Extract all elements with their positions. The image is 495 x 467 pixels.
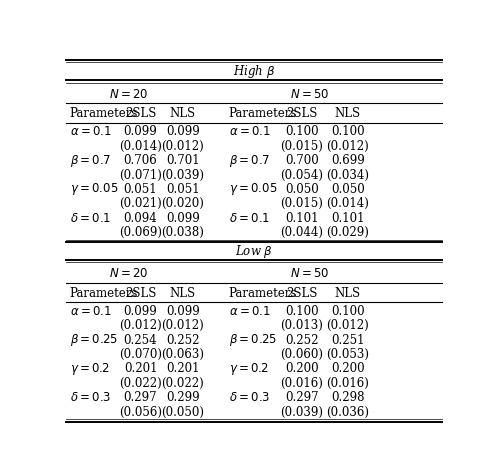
- Text: (0.038): (0.038): [161, 226, 204, 239]
- Text: 0.100: 0.100: [331, 305, 364, 318]
- Text: $\beta = 0.25$: $\beta = 0.25$: [69, 332, 118, 348]
- Text: 0.101: 0.101: [331, 212, 364, 225]
- Text: (0.014): (0.014): [119, 140, 162, 153]
- Text: $\gamma = 0.2$: $\gamma = 0.2$: [69, 361, 110, 377]
- Text: 0.201: 0.201: [124, 362, 157, 375]
- Text: $\delta = 0.1$: $\delta = 0.1$: [69, 212, 111, 225]
- Text: (0.056): (0.056): [119, 405, 162, 418]
- Text: $\delta = 0.3$: $\delta = 0.3$: [229, 391, 270, 404]
- Text: $\delta = 0.3$: $\delta = 0.3$: [69, 391, 111, 404]
- Text: (0.012): (0.012): [326, 140, 369, 153]
- Text: 2SLS: 2SLS: [286, 107, 317, 120]
- Text: (0.054): (0.054): [280, 169, 323, 182]
- Text: 0.201: 0.201: [166, 362, 199, 375]
- Text: 0.298: 0.298: [331, 391, 364, 404]
- Text: 2SLS: 2SLS: [125, 287, 156, 300]
- Text: (0.036): (0.036): [326, 405, 369, 418]
- Text: (0.071): (0.071): [119, 169, 162, 182]
- Text: $\delta = 0.1$: $\delta = 0.1$: [229, 212, 270, 225]
- Text: (0.070): (0.070): [119, 348, 162, 361]
- Text: 0.051: 0.051: [166, 183, 199, 196]
- Text: 0.297: 0.297: [124, 391, 157, 404]
- Text: 0.100: 0.100: [285, 126, 318, 138]
- Text: 0.699: 0.699: [331, 154, 364, 167]
- Text: 0.297: 0.297: [285, 391, 318, 404]
- Text: 0.252: 0.252: [285, 333, 318, 347]
- Text: 0.050: 0.050: [285, 183, 318, 196]
- Text: Parameters: Parameters: [69, 107, 138, 120]
- Text: (0.060): (0.060): [280, 348, 323, 361]
- Text: NLS: NLS: [170, 287, 196, 300]
- Text: 0.050: 0.050: [331, 183, 364, 196]
- Text: (0.012): (0.012): [161, 319, 204, 332]
- Text: (0.029): (0.029): [326, 226, 369, 239]
- Text: (0.069): (0.069): [119, 226, 162, 239]
- Text: 0.100: 0.100: [285, 305, 318, 318]
- Text: 0.251: 0.251: [331, 333, 364, 347]
- Text: 0.200: 0.200: [285, 362, 318, 375]
- Text: $\alpha = 0.1$: $\alpha = 0.1$: [69, 305, 111, 318]
- Text: (0.022): (0.022): [119, 377, 162, 390]
- Text: 0.100: 0.100: [331, 126, 364, 138]
- Text: 0.252: 0.252: [166, 333, 199, 347]
- Text: (0.015): (0.015): [280, 198, 323, 210]
- Text: Parameters: Parameters: [229, 107, 297, 120]
- Text: (0.039): (0.039): [280, 405, 323, 418]
- Text: $N = 20$: $N = 20$: [109, 268, 148, 281]
- Text: (0.063): (0.063): [161, 348, 204, 361]
- Text: 0.099: 0.099: [124, 126, 157, 138]
- Text: 0.700: 0.700: [285, 154, 318, 167]
- Text: High $\beta$: High $\beta$: [233, 64, 275, 80]
- Text: 0.099: 0.099: [124, 305, 157, 318]
- Text: $\alpha = 0.1$: $\alpha = 0.1$: [229, 126, 270, 138]
- Text: 0.099: 0.099: [166, 126, 199, 138]
- Text: $N = 50$: $N = 50$: [290, 268, 329, 281]
- Text: (0.015): (0.015): [280, 140, 323, 153]
- Text: (0.050): (0.050): [161, 405, 204, 418]
- Text: $\beta = 0.7$: $\beta = 0.7$: [69, 153, 110, 169]
- Text: (0.012): (0.012): [119, 319, 162, 332]
- Text: 0.094: 0.094: [124, 212, 157, 225]
- Text: $\beta = 0.7$: $\beta = 0.7$: [229, 153, 269, 169]
- Text: (0.012): (0.012): [326, 319, 369, 332]
- Text: 2SLS: 2SLS: [125, 107, 156, 120]
- Text: 2SLS: 2SLS: [286, 287, 317, 300]
- Text: 0.701: 0.701: [166, 154, 199, 167]
- Text: 0.200: 0.200: [331, 362, 364, 375]
- Text: (0.021): (0.021): [119, 198, 162, 210]
- Text: (0.013): (0.013): [280, 319, 323, 332]
- Text: (0.039): (0.039): [161, 169, 204, 182]
- Text: Parameters: Parameters: [229, 287, 297, 300]
- Text: (0.022): (0.022): [161, 377, 204, 390]
- Text: 0.099: 0.099: [166, 305, 199, 318]
- Text: $\alpha = 0.1$: $\alpha = 0.1$: [69, 126, 111, 138]
- Text: (0.034): (0.034): [326, 169, 369, 182]
- Text: (0.020): (0.020): [161, 198, 204, 210]
- Text: (0.053): (0.053): [326, 348, 369, 361]
- Text: Parameters: Parameters: [69, 287, 138, 300]
- Text: (0.016): (0.016): [280, 377, 323, 390]
- Text: $\gamma = 0.2$: $\gamma = 0.2$: [229, 361, 269, 377]
- Text: $\gamma = 0.05$: $\gamma = 0.05$: [229, 182, 277, 198]
- Text: $\beta = 0.25$: $\beta = 0.25$: [229, 332, 277, 348]
- Text: 0.099: 0.099: [166, 212, 199, 225]
- Text: $\alpha = 0.1$: $\alpha = 0.1$: [229, 305, 270, 318]
- Text: (0.012): (0.012): [161, 140, 204, 153]
- Text: $N = 50$: $N = 50$: [290, 88, 329, 101]
- Text: (0.016): (0.016): [326, 377, 369, 390]
- Text: 0.254: 0.254: [124, 333, 157, 347]
- Text: (0.014): (0.014): [326, 198, 369, 210]
- Text: $\gamma = 0.05$: $\gamma = 0.05$: [69, 182, 118, 198]
- Text: 0.299: 0.299: [166, 391, 199, 404]
- Text: (0.044): (0.044): [280, 226, 323, 239]
- Text: NLS: NLS: [335, 287, 361, 300]
- Text: $N = 20$: $N = 20$: [109, 88, 148, 101]
- Text: 0.051: 0.051: [124, 183, 157, 196]
- Text: Low $\beta$: Low $\beta$: [235, 243, 273, 260]
- Text: 0.101: 0.101: [285, 212, 318, 225]
- Text: 0.706: 0.706: [124, 154, 157, 167]
- Text: NLS: NLS: [335, 107, 361, 120]
- Text: NLS: NLS: [170, 107, 196, 120]
